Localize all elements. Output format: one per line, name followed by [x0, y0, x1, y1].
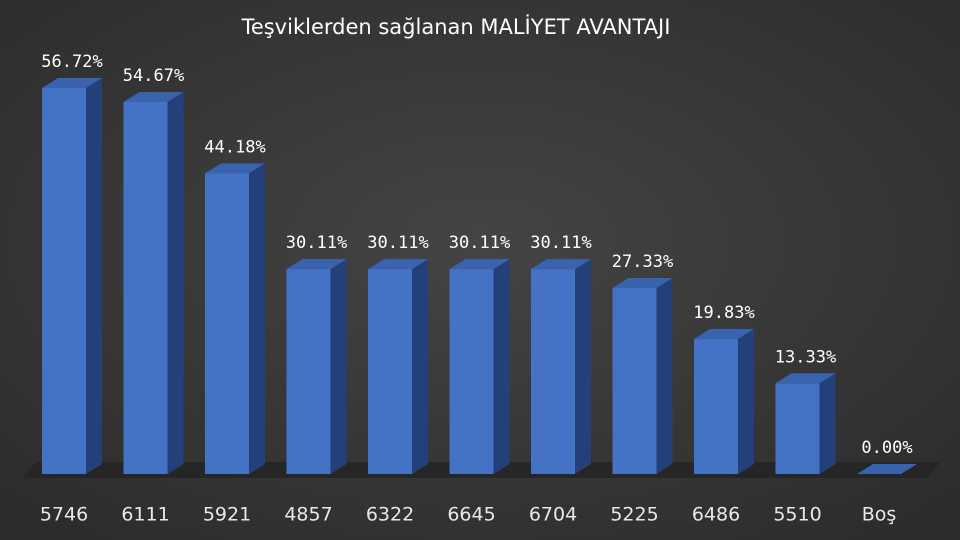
value-label: 30.11%: [530, 233, 591, 253]
bar-face: [249, 163, 265, 474]
bar-face: [531, 259, 591, 270]
value-label: 0.00%: [861, 438, 912, 458]
bar: [205, 163, 265, 474]
x-tick-label: 6704: [529, 504, 577, 526]
bar-face: [123, 91, 184, 102]
bar-face: [205, 163, 265, 174]
value-label: 30.11%: [367, 233, 428, 253]
x-tick-label: 6111: [121, 504, 169, 526]
value-label: 30.11%: [449, 233, 510, 253]
bar-face: [775, 373, 836, 384]
bar-face: [286, 259, 347, 270]
value-label: 44.18%: [204, 137, 265, 157]
bar-face: [42, 88, 86, 474]
bar-face: [167, 91, 184, 474]
bar-face: [656, 278, 673, 474]
x-tick-label: 5225: [610, 504, 658, 526]
bar-face: [493, 259, 510, 474]
bar-face: [612, 288, 657, 474]
bar-face: [819, 373, 836, 474]
bar-face: [449, 269, 494, 474]
bar-face: [612, 278, 673, 289]
bar: [612, 278, 673, 474]
bar-face: [412, 259, 428, 474]
x-tick-label: 6645: [447, 504, 495, 526]
bar-face: [775, 383, 820, 474]
bar-face: [694, 339, 738, 474]
value-label: 19.83%: [693, 303, 754, 323]
value-label: 54.67%: [123, 66, 184, 86]
x-tick-label: 5921: [203, 504, 251, 526]
bar-face: [86, 78, 102, 474]
x-tick-label: 4857: [284, 504, 332, 526]
bar-face: [330, 259, 347, 474]
value-label: 30.11%: [286, 233, 347, 253]
x-tick-label: 5510: [773, 504, 821, 526]
bar-face: [368, 259, 428, 270]
chart-title: Teşviklerden sağlanan MALİYET AVANTAJI: [241, 14, 671, 39]
x-tick-label: 5746: [40, 504, 88, 526]
bar: [694, 329, 754, 474]
bar-face: [286, 269, 331, 474]
bar: [531, 259, 591, 474]
bar: [286, 259, 347, 474]
bar-face: [531, 269, 575, 474]
bar-face: [42, 78, 102, 88]
bar-face: [694, 329, 754, 340]
x-tick-label: 6322: [366, 504, 414, 526]
bar: [857, 464, 917, 474]
value-label: 56.72%: [41, 52, 102, 72]
bar: [123, 91, 184, 474]
bar-face: [368, 269, 412, 474]
bar: [775, 373, 836, 474]
x-tick-label: Boş: [862, 504, 897, 526]
bar-face: [449, 259, 510, 270]
bar-face: [205, 173, 249, 474]
bar-face: [857, 464, 917, 474]
bar: [449, 259, 510, 474]
bar-face: [123, 101, 168, 474]
bar-face: [575, 259, 591, 474]
value-label: 13.33%: [775, 347, 836, 367]
x-tick-label: 6486: [692, 504, 740, 526]
bar: [368, 259, 428, 474]
value-label: 27.33%: [612, 252, 673, 272]
bar: [42, 78, 102, 474]
bar-face: [738, 329, 754, 474]
